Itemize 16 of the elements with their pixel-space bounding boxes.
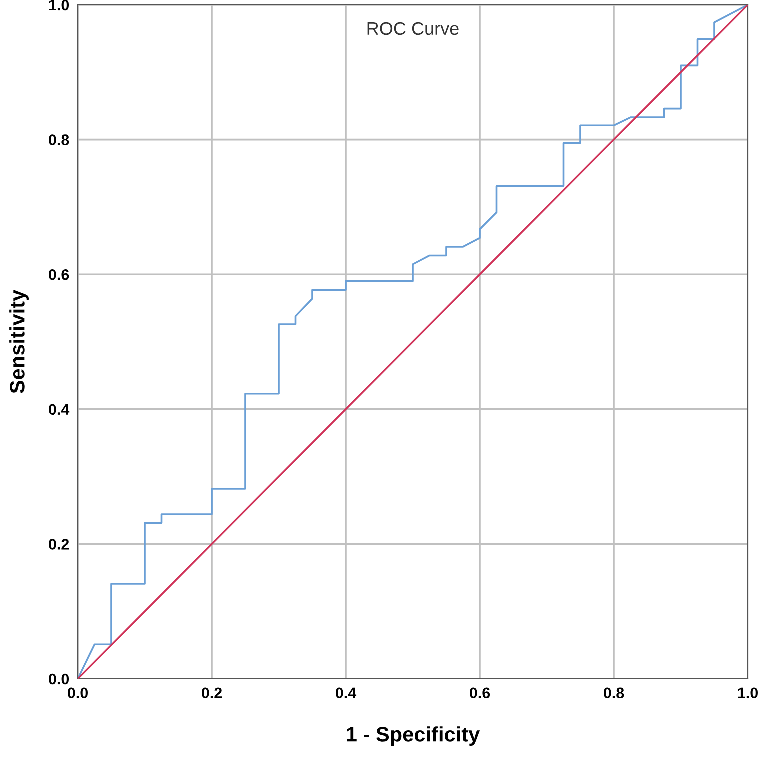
y-tick-label: 0.4 xyxy=(49,404,70,416)
x-tick-label: 0.8 xyxy=(604,688,624,699)
y-tick-label: 0.6 xyxy=(49,269,70,280)
x-tick-label: 0.0 xyxy=(68,688,88,699)
y-tick-label: 1.0 xyxy=(49,0,70,11)
y-tick-label: 0.8 xyxy=(49,134,70,146)
line-series xyxy=(78,5,748,679)
y-tick-label: 0.2 xyxy=(49,539,70,550)
x-tick-label: 0.4 xyxy=(336,688,357,699)
x-tick-label: 0.2 xyxy=(202,688,222,699)
x-tick-label: 0.6 xyxy=(470,688,490,699)
text: ROC Curve xyxy=(368,22,459,36)
x-tick-label: 1.0 xyxy=(738,688,758,699)
y-axis-title: Sensitivity xyxy=(10,290,29,394)
y-tick-label: 0.0 xyxy=(49,674,70,685)
x-axis-title: 1 - Specificity xyxy=(347,726,480,746)
